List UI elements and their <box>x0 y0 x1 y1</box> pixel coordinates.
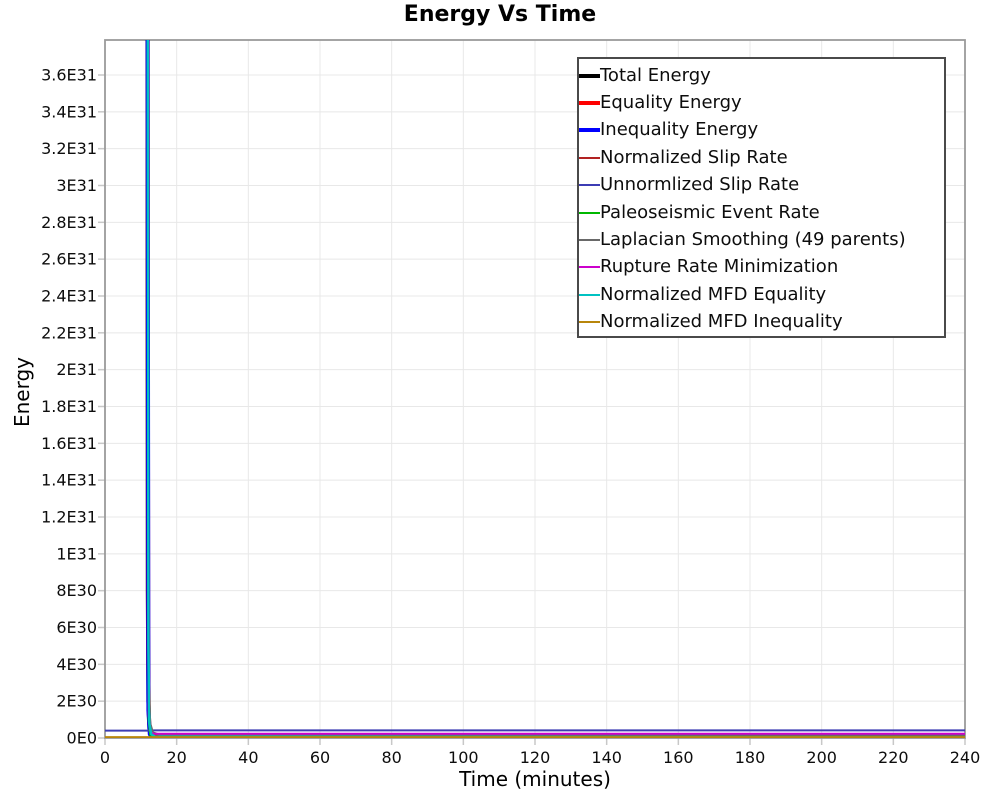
legend-label: Equality Energy <box>600 92 742 114</box>
legend-label: Unnormlized Slip Rate <box>600 174 800 196</box>
legend-label: Rupture Rate Minimization <box>600 256 839 278</box>
x-tick-label: 60 <box>310 748 330 767</box>
y-tick-label: 0E0 <box>67 729 97 748</box>
y-tick-label: 1.6E31 <box>41 434 97 453</box>
legend-swatch <box>579 184 600 187</box>
y-tick-label: 2E31 <box>56 360 97 379</box>
x-tick-label: 20 <box>166 748 186 767</box>
x-tick-label: 160 <box>663 748 694 767</box>
x-tick-label: 100 <box>448 748 479 767</box>
legend-box: Total Energy Equality Energy Inequality En… <box>577 57 946 338</box>
y-tick-label: 4E30 <box>56 655 97 674</box>
legend-label: Inequality Energy <box>600 119 759 141</box>
y-tick-label: 1E31 <box>56 544 97 563</box>
legend-swatch <box>579 101 600 106</box>
legend-label: Paleoseismic Event Rate <box>600 201 820 223</box>
y-tick-label: 3.4E31 <box>41 102 97 121</box>
legend-label: Normalized MFD Inequality <box>600 311 843 333</box>
legend-swatch <box>579 321 600 324</box>
legend-label: Laplacian Smoothing (49 parents) <box>600 229 906 251</box>
y-tick-label: 3.6E31 <box>41 65 97 84</box>
y-tick-label: 1.8E31 <box>41 397 97 416</box>
legend-item-9: Normalized MFD Inequality <box>579 309 944 336</box>
legend-item-1: Equality Energy <box>579 89 944 116</box>
x-tick-label: 120 <box>520 748 551 767</box>
x-tick-label: 220 <box>878 748 909 767</box>
x-tick-label: 140 <box>591 748 622 767</box>
legend-item-5: Paleoseismic Event Rate <box>579 199 944 226</box>
legend-swatch <box>579 211 600 214</box>
legend-swatch <box>579 239 600 242</box>
legend-item-0: Total Energy <box>579 62 944 89</box>
y-tick-label: 2.8E31 <box>41 213 97 232</box>
legend-item-4: Unnormlized Slip Rate <box>579 172 944 199</box>
legend-label: Total Energy <box>600 64 711 86</box>
legend-item-2: Inequality Energy <box>579 117 944 144</box>
chart-title: Energy Vs Time <box>403 2 597 27</box>
legend-label: Normalized MFD Equality <box>600 283 827 305</box>
legend-swatch <box>579 156 600 159</box>
x-tick-label: 240 <box>950 748 981 767</box>
x-tick-label: 0 <box>100 748 110 767</box>
x-tick-label: 40 <box>238 748 258 767</box>
x-tick-label: 80 <box>381 748 401 767</box>
x-tick-label: 200 <box>806 748 837 767</box>
legend-swatch <box>579 293 600 297</box>
x-tick-label: 180 <box>735 748 766 767</box>
legend-item-6: Laplacian Smoothing (49 parents) <box>579 226 944 253</box>
y-tick-label: 2.6E31 <box>41 250 97 269</box>
y-tick-label: 2.2E31 <box>41 323 97 342</box>
y-tick-label: 1.2E31 <box>41 507 97 526</box>
y-tick-label: 3E31 <box>56 176 97 195</box>
y-axis-label: Energy <box>10 356 34 428</box>
legend-item-8: Normalized MFD Equality <box>579 281 944 308</box>
legend-swatch <box>579 266 600 269</box>
legend-swatch <box>579 128 600 133</box>
legend-item-3: Normalized Slip Rate <box>579 144 944 171</box>
legend-swatch <box>579 73 600 78</box>
legend-label: Normalized Slip Rate <box>600 146 788 168</box>
y-tick-label: 2E30 <box>56 692 97 711</box>
y-tick-label: 6E30 <box>56 618 97 637</box>
y-tick-label: 3.2E31 <box>41 139 97 158</box>
y-tick-label: 1.4E31 <box>41 471 97 490</box>
y-tick-label: 8E30 <box>56 581 97 600</box>
y-tick-label: 2.4E31 <box>41 286 97 305</box>
x-axis-label: Time (minutes) <box>459 767 611 791</box>
legend-item-7: Rupture Rate Minimization <box>579 254 944 281</box>
